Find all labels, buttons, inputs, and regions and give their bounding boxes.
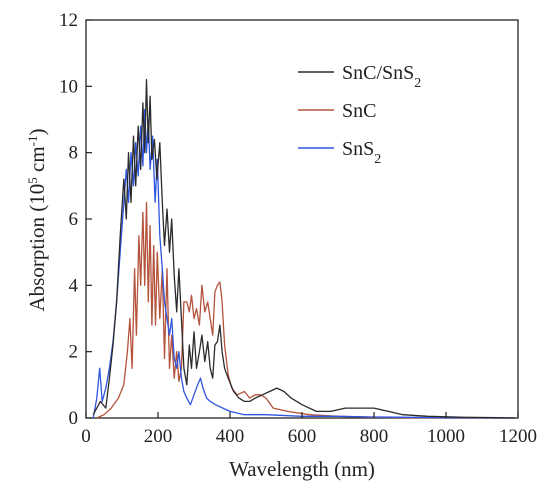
y-tick-label: 8 xyxy=(69,143,79,164)
legend: SnC/SnS2 SnC SnS2 xyxy=(298,62,421,167)
legend-label-snc-sns2: SnC/SnS2 xyxy=(342,62,421,91)
series-group xyxy=(92,79,515,419)
x-tick-label: 400 xyxy=(216,426,245,447)
y-axis-title: Absorption (105 cm-1) xyxy=(25,129,50,312)
x-tick-label: 200 xyxy=(144,426,173,447)
x-tick-label: 600 xyxy=(288,426,317,447)
x-axis-title: Wavelength (nm) xyxy=(229,457,375,481)
plot-frame xyxy=(85,19,519,419)
y-tick-label: 12 xyxy=(59,10,78,31)
x-tick-label: 800 xyxy=(360,426,389,447)
x-tick-label: 1000 xyxy=(427,426,465,447)
y-tick-label: 2 xyxy=(69,342,79,363)
y-tick-label: 6 xyxy=(69,209,79,230)
y-axis-ticks: 0 2 4 6 8 10 12 xyxy=(59,10,92,429)
x-tick-label: 1200 xyxy=(499,426,537,447)
legend-label-sns2: SnS2 xyxy=(342,138,381,167)
x-tick-label: 0 xyxy=(81,426,91,447)
legend-label-snc: SnC xyxy=(342,100,376,122)
series-line-sns2 xyxy=(92,108,515,419)
y-tick-label: 4 xyxy=(69,275,79,296)
series-line-snc-sns2 xyxy=(92,79,515,419)
y-tick-label: 0 xyxy=(69,408,79,429)
y-tick-label: 10 xyxy=(59,76,78,97)
series-line-snc xyxy=(96,201,515,419)
x-axis-ticks: 0 200 400 600 800 1000 1200 xyxy=(81,412,537,447)
